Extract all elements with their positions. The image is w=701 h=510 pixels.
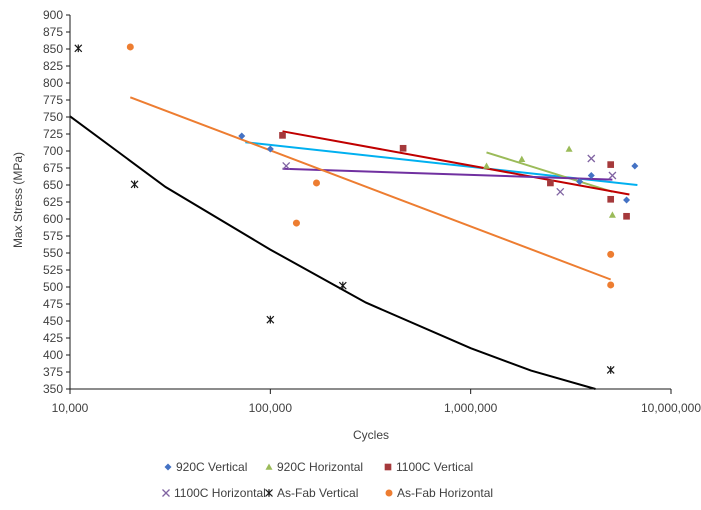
y-tick-label: 850	[43, 42, 63, 56]
y-tick-label: 500	[43, 280, 63, 294]
x-axis-ticks: 10,000 100,000 1,000,000 10,000,000	[52, 389, 701, 415]
x-marker	[556, 187, 565, 196]
y-axis-title: Max Stress (MPa)	[11, 152, 25, 248]
y-tick-label: 525	[43, 263, 63, 277]
y-tick-label: 575	[43, 229, 63, 243]
y-tick-label: 725	[43, 127, 63, 141]
x-tick-label: 100,000	[249, 401, 293, 415]
diamond-marker	[623, 196, 631, 204]
series-points	[282, 154, 617, 196]
data-points	[74, 43, 639, 374]
circle-marker	[607, 281, 615, 289]
asterisk-marker	[266, 315, 275, 324]
x-axis-title: Cycles	[353, 428, 389, 442]
asterisk-marker	[74, 44, 83, 53]
y-tick-label: 600	[43, 212, 63, 226]
asterisk-marker	[606, 366, 615, 374]
y-tick-label: 775	[43, 93, 63, 107]
legend-label: 1100C Vertical	[396, 460, 473, 474]
series-points	[74, 44, 615, 374]
legend-item: 1100C Vertical	[384, 460, 473, 474]
series-points	[126, 43, 615, 289]
y-tick-label: 475	[43, 297, 63, 311]
triangle-marker	[265, 463, 273, 470]
legend-label: As-Fab Vertical	[277, 486, 358, 500]
legend-label: 920C Vertical	[176, 460, 247, 474]
diamond-marker	[164, 463, 172, 471]
square-marker	[623, 212, 630, 220]
asterisk-marker	[338, 281, 347, 290]
triangle-marker	[518, 155, 526, 162]
x-marker	[282, 162, 291, 170]
trendline	[69, 115, 596, 390]
y-tick-label: 350	[43, 382, 63, 396]
series-points	[483, 145, 616, 218]
legend: 920C Vertical 920C Horizontal 1100C Vertic…	[162, 460, 493, 500]
square-marker	[384, 463, 392, 471]
asterisk-marker	[265, 489, 273, 497]
y-tick-label: 750	[43, 110, 63, 124]
y-tick-label: 800	[43, 76, 63, 90]
trendline	[282, 130, 630, 196]
x-marker	[608, 171, 617, 180]
legend-item: 1100C Horizontal	[162, 486, 266, 500]
x-marker	[162, 489, 170, 497]
circle-marker	[385, 489, 393, 497]
legend-label: As-Fab Horizontal	[397, 486, 493, 500]
legend-item: 920C Vertical	[164, 460, 247, 474]
diamond-marker	[266, 145, 274, 153]
circle-marker	[607, 250, 615, 258]
y-tick-label: 650	[43, 178, 63, 192]
diamond-marker	[587, 171, 595, 179]
square-marker	[607, 161, 615, 168]
series-points	[238, 132, 639, 204]
legend-label: 1100C Horizontal	[174, 486, 266, 500]
trendline	[282, 167, 613, 181]
y-tick-label: 450	[43, 314, 63, 328]
x-marker	[587, 154, 596, 163]
x-tick-label: 10,000	[52, 401, 89, 415]
y-tick-label: 900	[43, 8, 63, 22]
series-points	[279, 132, 630, 220]
circle-marker	[312, 179, 320, 187]
y-tick-label: 425	[43, 331, 63, 345]
legend-item: As-Fab Horizontal	[385, 486, 493, 500]
legend-item: 920C Horizontal	[265, 460, 363, 474]
x-tick-label: 10,000,000	[641, 401, 701, 415]
legend-item: As-Fab Vertical	[265, 486, 358, 500]
diamond-marker	[238, 132, 246, 140]
y-tick-label: 675	[43, 161, 63, 175]
circle-marker	[292, 219, 300, 227]
legend-label: 920C Horizontal	[277, 460, 363, 474]
square-marker	[607, 195, 615, 203]
triangle-marker	[565, 145, 573, 152]
square-marker	[399, 144, 407, 152]
y-axis-ticks: 350 375 400 425 450 475 500 525 550 575 600 625 650 6…	[43, 8, 70, 396]
triangle-marker	[483, 162, 491, 169]
y-tick-label: 375	[43, 365, 63, 379]
trendline	[486, 151, 613, 193]
trendlines	[69, 96, 638, 390]
x-tick-label: 1,000,000	[444, 401, 498, 415]
diamond-marker	[631, 162, 639, 170]
y-tick-label: 700	[43, 144, 63, 158]
diamond-marker	[576, 178, 584, 186]
y-tick-label: 550	[43, 246, 63, 260]
trendline	[129, 96, 612, 281]
asterisk-marker	[130, 180, 139, 189]
circle-marker	[126, 43, 134, 51]
y-tick-label: 825	[43, 59, 63, 73]
square-marker	[279, 132, 286, 139]
triangle-marker	[608, 211, 616, 218]
y-tick-label: 400	[43, 348, 63, 362]
y-tick-label: 875	[43, 25, 63, 39]
y-tick-label: 625	[43, 195, 63, 209]
square-marker	[547, 179, 554, 187]
